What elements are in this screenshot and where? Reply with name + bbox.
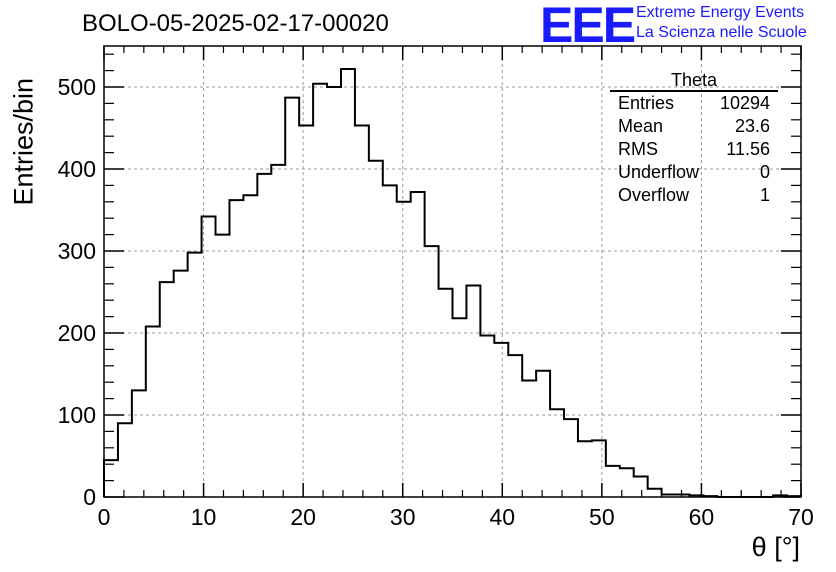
histogram-bin bbox=[271, 165, 285, 497]
histogram-bin bbox=[132, 390, 146, 497]
stats-name: Theta bbox=[610, 70, 778, 92]
histogram-bin bbox=[216, 235, 230, 497]
x-tick-label: 40 bbox=[489, 504, 515, 530]
histogram-bin bbox=[522, 381, 536, 497]
histogram-bin bbox=[118, 423, 132, 497]
histogram-bin bbox=[174, 271, 188, 497]
x-axis-label: θ [°] bbox=[751, 532, 800, 562]
histogram-bin bbox=[327, 87, 341, 497]
x-tick-labels: 0 10 20 30 40 50 60 70 bbox=[98, 504, 814, 530]
plot-frame bbox=[103, 45, 802, 498]
histogram-bin bbox=[146, 326, 160, 497]
logo-line-2: La Scienza nelle Scuole bbox=[636, 24, 807, 41]
histogram-bin bbox=[257, 174, 271, 497]
histogram-bin bbox=[634, 477, 648, 498]
stats-value: 0 bbox=[759, 162, 770, 182]
y-tick-label: 200 bbox=[58, 320, 96, 346]
x-tick-label: 60 bbox=[689, 504, 715, 530]
histogram-bin bbox=[369, 161, 383, 497]
x-tick-label: 50 bbox=[589, 504, 615, 530]
stats-value: 10294 bbox=[719, 93, 770, 113]
x-tick-label: 30 bbox=[390, 504, 416, 530]
stats-label: Underflow bbox=[618, 162, 700, 182]
histogram-bin bbox=[564, 419, 578, 497]
histogram-bin bbox=[160, 282, 174, 497]
stats-label: Entries bbox=[618, 93, 675, 113]
eee-logo: EEE bbox=[540, 0, 636, 53]
histogram-bin bbox=[104, 460, 118, 497]
y-tick-labels: 0 100 200 300 400 500 bbox=[58, 74, 96, 510]
y-axis-label: Entries/bin bbox=[4, 78, 44, 206]
logo-caption: Extreme Energy Events La Scienza nelle S… bbox=[636, 3, 807, 43]
stats-row-mean: Mean 23.6 bbox=[610, 115, 778, 138]
chart-title: BOLO-05-2025-02-17-00020 bbox=[82, 10, 389, 37]
histogram-bin bbox=[578, 441, 592, 497]
histogram-bin bbox=[397, 202, 411, 497]
stats-row-overflow: Overflow 1 bbox=[610, 184, 778, 207]
histogram-bin bbox=[466, 285, 480, 497]
grid-lines bbox=[104, 46, 801, 497]
histogram-bin bbox=[606, 466, 620, 497]
histogram-bin bbox=[299, 126, 313, 497]
histogram-bin bbox=[313, 84, 327, 497]
stats-value: 1 bbox=[759, 185, 770, 205]
x-tick-label: 10 bbox=[191, 504, 217, 530]
stats-box: Theta Entries 10294 Mean 23.6 RMS 11.56 Und… bbox=[610, 70, 778, 207]
y-tick-label: 500 bbox=[58, 74, 96, 100]
histogram-bin bbox=[243, 195, 257, 497]
histogram-bin bbox=[480, 335, 494, 497]
y-tick-label: 400 bbox=[58, 156, 96, 182]
histogram-bin bbox=[550, 409, 564, 497]
histogram-bin bbox=[411, 192, 425, 497]
histogram-bin bbox=[202, 217, 216, 497]
histogram-bin bbox=[229, 200, 243, 497]
histogram-bin bbox=[648, 489, 662, 497]
y-axis-label-text: Entries/bin bbox=[8, 77, 39, 206]
logo-line-1: Extreme Energy Events bbox=[636, 4, 805, 21]
x-tick-label: 70 bbox=[788, 504, 814, 530]
x-tick-label: 20 bbox=[290, 504, 316, 530]
stats-row-entries: Entries 10294 bbox=[610, 92, 778, 115]
histogram-bin bbox=[355, 126, 369, 497]
histogram-bin bbox=[285, 98, 299, 497]
histogram-bin bbox=[188, 253, 202, 497]
y-tick-label: 100 bbox=[58, 402, 96, 428]
stats-label: Mean bbox=[618, 116, 664, 136]
histogram-bin bbox=[439, 289, 453, 497]
histogram-bin bbox=[508, 355, 522, 497]
histogram-bin bbox=[494, 343, 508, 497]
stats-value: 23.6 bbox=[734, 116, 770, 136]
histogram-bin bbox=[383, 185, 397, 497]
stats-row-rms: RMS 11.56 bbox=[610, 138, 778, 161]
histogram-bin bbox=[592, 440, 606, 497]
stats-row-underflow: Underflow 0 bbox=[610, 161, 778, 184]
histogram-bin bbox=[425, 246, 439, 497]
stats-value: 11.56 bbox=[726, 139, 770, 159]
y-tick-label: 0 bbox=[83, 484, 96, 510]
stats-label: RMS bbox=[618, 139, 658, 159]
y-tick-label: 300 bbox=[58, 238, 96, 264]
histogram-bin bbox=[536, 371, 550, 497]
histogram-bin bbox=[341, 69, 355, 497]
x-tick-label: 0 bbox=[98, 504, 111, 530]
histogram-bin bbox=[453, 318, 467, 497]
stats-label: Overflow bbox=[618, 185, 690, 205]
